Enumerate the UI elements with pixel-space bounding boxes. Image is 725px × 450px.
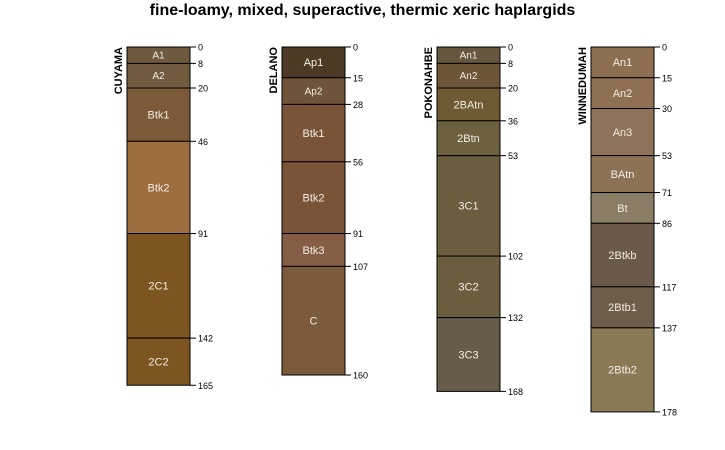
profile-pokonahbe: An1 An2 2BAtn 2Btn 3C1 3C2 3C3 0 8 20 36 53 102 132 16… bbox=[423, 43, 523, 397]
horizon-label: 3C1 bbox=[458, 201, 478, 213]
horizon-2c2 bbox=[126, 337, 191, 386]
horizon-label: Ap1 bbox=[304, 57, 324, 69]
horizon-an1 bbox=[590, 46, 655, 79]
profile-name: WINNEDUMAH bbox=[577, 47, 589, 125]
horizon-label: An2 bbox=[613, 88, 633, 100]
horizon-btk2 bbox=[281, 161, 346, 235]
profile-winnedumah: An1 An2 An3 BAtn Bt 2Btkb 2Btb1 2Btb2 0 15 30 53 71 8… bbox=[577, 43, 677, 418]
depth-label: 20 bbox=[508, 84, 518, 94]
horizon-label: Btk1 bbox=[302, 128, 324, 140]
horizon-label: Btk2 bbox=[147, 182, 169, 194]
depth-label: 86 bbox=[662, 219, 672, 229]
depth-label: 8 bbox=[508, 59, 513, 69]
depth-label: 137 bbox=[662, 323, 677, 333]
depth-label: 132 bbox=[508, 313, 523, 323]
depth-label: 53 bbox=[662, 151, 672, 161]
depth-label: 102 bbox=[508, 252, 523, 262]
horizon-an2 bbox=[436, 62, 501, 89]
horizon-c bbox=[281, 265, 346, 376]
depth-label: 0 bbox=[662, 43, 667, 53]
horizon-label: An1 bbox=[460, 51, 478, 62]
horizon-2btb1 bbox=[590, 286, 655, 329]
depth-label: 53 bbox=[508, 151, 518, 161]
horizon-label: 3C2 bbox=[458, 282, 478, 294]
depth-label: 30 bbox=[662, 104, 672, 114]
chart-title: fine-loamy, mixed, superactive, thermic … bbox=[149, 2, 576, 19]
horizon-label: 2BAtn bbox=[454, 99, 484, 111]
profile-name: POKONAHBE bbox=[423, 47, 435, 119]
depth-label: 0 bbox=[198, 43, 203, 53]
horizon-ap2 bbox=[281, 77, 346, 105]
depth-label: 91 bbox=[198, 229, 208, 239]
depth-label: 178 bbox=[662, 407, 677, 417]
horizon-label: An3 bbox=[613, 127, 633, 139]
horizon-2btb2 bbox=[590, 327, 655, 413]
horizon-a2 bbox=[126, 62, 191, 89]
horizon-label: Ap2 bbox=[305, 87, 323, 98]
horizon-label: 3C3 bbox=[458, 349, 478, 361]
depth-label: 168 bbox=[508, 387, 523, 397]
depth-label: 15 bbox=[353, 73, 363, 83]
profile-name: CUYAMA bbox=[113, 47, 125, 94]
horizon-label: 2Btkb bbox=[608, 250, 636, 262]
profile-name: DELANO bbox=[268, 47, 280, 94]
horizon-label: 2C2 bbox=[148, 357, 168, 369]
depth-label: 117 bbox=[662, 282, 676, 292]
horizon-label: Btk1 bbox=[147, 110, 169, 122]
horizon-btk1 bbox=[281, 103, 346, 163]
depth-label: 107 bbox=[353, 262, 368, 272]
horizon-bt bbox=[590, 192, 655, 224]
depth-label: 20 bbox=[198, 84, 208, 94]
horizon-an2 bbox=[590, 77, 655, 109]
depth-label: 46 bbox=[198, 137, 208, 147]
depth-label: 91 bbox=[353, 229, 363, 239]
horizon-label: An2 bbox=[460, 71, 478, 82]
horizon-label: Btk2 bbox=[302, 193, 324, 205]
depth-label: 36 bbox=[508, 116, 518, 126]
horizon-3c2 bbox=[436, 255, 501, 319]
horizon-label: 2Btb2 bbox=[608, 365, 637, 377]
horizon-label: C bbox=[310, 316, 318, 328]
depth-label: 0 bbox=[353, 43, 358, 53]
horizon-label: Btk3 bbox=[302, 245, 324, 257]
horizon-label: An1 bbox=[613, 57, 633, 69]
horizon-label: BAtn bbox=[611, 169, 635, 181]
depth-label: 8 bbox=[198, 59, 203, 69]
horizon-3c1 bbox=[436, 155, 501, 257]
depth-label: 0 bbox=[508, 43, 513, 53]
horizon-label: Bt bbox=[617, 203, 627, 215]
horizon-label: A2 bbox=[152, 71, 165, 82]
depth-label: 160 bbox=[353, 371, 368, 381]
horizon-label: 2Btb1 bbox=[608, 302, 637, 314]
horizon-label: A1 bbox=[152, 51, 165, 62]
depth-label: 56 bbox=[353, 157, 363, 167]
depth-label: 142 bbox=[198, 334, 213, 344]
profile-cuyama: A1 A2 Btk1 Btk2 2C1 2C2 0 8 20 46 91 142 165 CUYAMA bbox=[113, 43, 213, 391]
depth-label: 165 bbox=[198, 381, 213, 391]
horizon-label: 2C1 bbox=[148, 281, 168, 293]
horizon-label: 2Btn bbox=[457, 133, 480, 145]
depth-label: 71 bbox=[662, 188, 672, 198]
horizon-3c3 bbox=[436, 317, 501, 392]
profile-delano: Ap1 Ap2 Btk1 Btk2 Btk3 C 0 15 28 56 91 107 160 DELANO bbox=[268, 43, 368, 381]
depth-label: 28 bbox=[353, 100, 363, 110]
depth-label: 15 bbox=[662, 73, 672, 83]
horizon-btk3 bbox=[281, 233, 346, 267]
